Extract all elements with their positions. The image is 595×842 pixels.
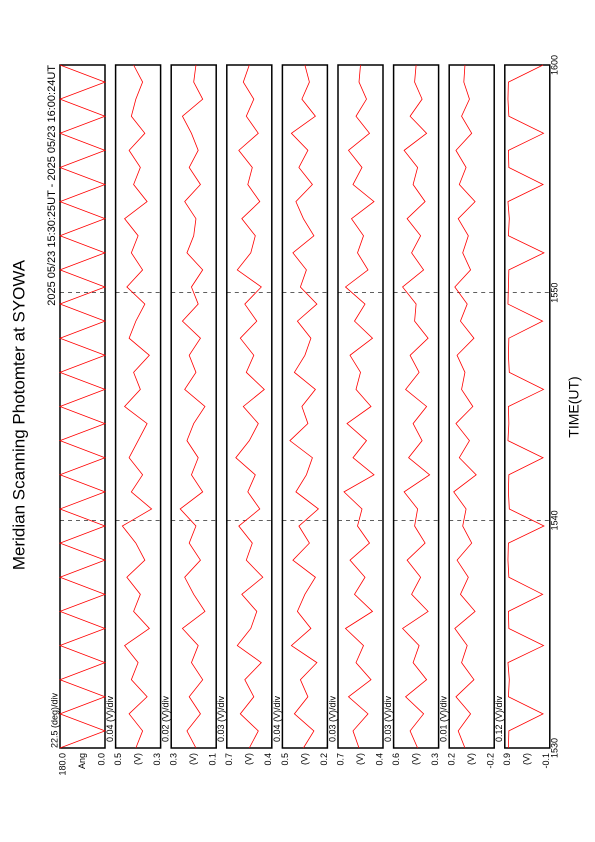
- panel-frame: [170, 64, 217, 749]
- chart-title: Meridian Scanning Photomter at SYOWA: [9, 259, 28, 570]
- trace: [58, 64, 107, 749]
- y-tick-label: 180.0: [57, 753, 67, 776]
- unit-label: (V): [299, 753, 309, 765]
- unit-label: Ang: [77, 753, 87, 769]
- x-axis-label: TIME(UT): [566, 376, 582, 437]
- panel-frame: [281, 64, 329, 749]
- y-tick-label: 0.5: [280, 753, 290, 766]
- panel-frame: [337, 64, 384, 749]
- trace: [343, 64, 375, 749]
- scale-label: 0.01 (V)/div: [439, 695, 449, 742]
- trace: [289, 64, 320, 749]
- scale-label: 0.12 (V)/div: [494, 695, 504, 742]
- unit-label: (V): [410, 753, 420, 765]
- y-tick-label: 0.2: [447, 753, 457, 766]
- x-tick-label: 1600: [549, 55, 559, 75]
- y-tick-label: 0.9: [502, 753, 512, 766]
- chart-subtitle: 2025 05/23 15:30:25UT - 2025 05/23 16:00…: [46, 65, 58, 306]
- y-tick-label: 0.4: [374, 753, 384, 766]
- scale-label: 0.03 (V)/div: [216, 695, 226, 742]
- y-tick-label: 0.6: [391, 753, 401, 766]
- y-tick-label: 0.0: [96, 753, 106, 766]
- panel-frame: [59, 64, 106, 749]
- landscape-plot: Meridian Scanning Photomter at SYOWA 202…: [9, 55, 581, 776]
- y-tick-label: 0.2: [319, 753, 329, 766]
- unit-label: (V): [132, 753, 142, 765]
- y-tick-label: 0.7: [224, 753, 234, 766]
- unit-label: (V): [244, 753, 254, 765]
- trace: [179, 64, 206, 749]
- y-tick-label: 0.1: [208, 753, 218, 766]
- y-tick-label: 0.4: [263, 753, 273, 766]
- x-tick-label: 1550: [549, 283, 559, 303]
- trace: [401, 64, 431, 749]
- x-tick-label: 1540: [549, 510, 559, 530]
- unit-label: (V): [188, 753, 198, 765]
- y-tick-label: -0.1: [541, 753, 551, 769]
- trace: [235, 64, 265, 749]
- y-tick-label: 0.7: [335, 753, 345, 766]
- scale-label: 22.5 (deg)/div: [49, 692, 59, 748]
- trace: [507, 64, 545, 749]
- unit-label: (V): [355, 753, 365, 765]
- scale-label: 0.03 (V)/div: [327, 695, 337, 742]
- x-tick-label: 1530: [549, 738, 559, 758]
- unit-label: (V): [522, 753, 532, 765]
- y-tick-label: -0.2: [486, 753, 496, 769]
- scale-label: 0.04 (V)/div: [272, 695, 282, 742]
- scale-label: 0.04 (V)/div: [105, 695, 115, 742]
- scale-label: 0.03 (V)/div: [383, 695, 393, 742]
- y-tick-label: 0.3: [430, 753, 440, 766]
- trace: [453, 64, 477, 749]
- scale-label: 0.02 (V)/div: [161, 695, 171, 742]
- y-tick-label: 0.5: [113, 753, 123, 766]
- panel-frame: [504, 64, 551, 749]
- panel-frame: [392, 64, 440, 749]
- trace: [121, 64, 153, 749]
- y-tick-label: 0.3: [152, 753, 162, 766]
- panel-frame: [114, 64, 162, 749]
- y-tick-label: 0.3: [169, 753, 179, 766]
- panel-frame: [448, 64, 495, 749]
- unit-label: (V): [466, 753, 476, 765]
- panel-frame: [226, 64, 273, 749]
